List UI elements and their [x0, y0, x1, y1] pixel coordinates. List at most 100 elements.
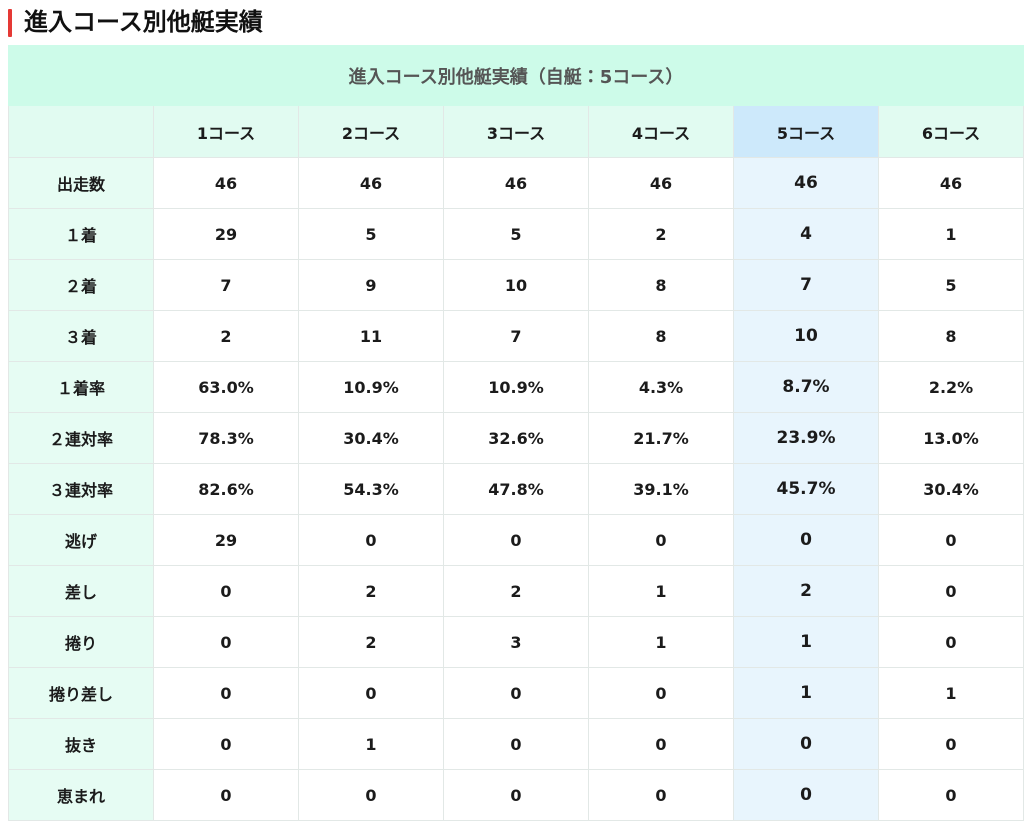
- cell-value: 0: [878, 769, 1024, 821]
- cell-value: 13.0%: [878, 412, 1024, 464]
- row-label: 抜き: [8, 718, 154, 770]
- cell-value: 8.7%: [733, 361, 879, 413]
- data-row: ２連対率 78.3% 30.4% 32.6% 21.7% 23.9% 13.0%: [8, 412, 1024, 464]
- cell-value: 7: [153, 259, 299, 311]
- column-header: 3コース: [443, 105, 589, 158]
- cell-value: 10.9%: [443, 361, 589, 413]
- row-label: ２着: [8, 259, 154, 311]
- cell-value: 0: [878, 718, 1024, 770]
- cell-value: 0: [588, 667, 734, 719]
- cell-value: 0: [298, 769, 444, 821]
- cell-value: 1: [298, 718, 444, 770]
- cell-value: 0: [588, 514, 734, 566]
- cell-value: 0: [443, 514, 589, 566]
- row-label: 捲り差し: [8, 667, 154, 719]
- column-header: 2コース: [298, 105, 444, 158]
- stats-table: 進入コース別他艇実績（自艇：5コース） 1コース 2コース 3コース 4コース 5コース 6…: [8, 45, 1024, 821]
- cell-value: 0: [153, 616, 299, 668]
- cell-value: 2: [443, 565, 589, 617]
- cell-value: 1: [588, 616, 734, 668]
- cell-value: 0: [443, 718, 589, 770]
- cell-value: 1: [878, 208, 1024, 260]
- cell-value: 29: [153, 208, 299, 260]
- cell-value: 46: [153, 157, 299, 209]
- cell-value: 23.9%: [733, 412, 879, 464]
- cell-value: 11: [298, 310, 444, 362]
- cell-value: 2: [298, 565, 444, 617]
- cell-value: 0: [878, 565, 1024, 617]
- cell-value: 1: [588, 565, 734, 617]
- row-label: １着率: [8, 361, 154, 413]
- cell-value: 10: [733, 310, 879, 362]
- cell-value: 1: [733, 667, 879, 719]
- cell-value: 7: [443, 310, 589, 362]
- cell-value: 0: [733, 718, 879, 770]
- cell-value: 7: [733, 259, 879, 311]
- cell-value: 1: [878, 667, 1024, 719]
- cell-value: 2: [733, 565, 879, 617]
- cell-value: 4.3%: [588, 361, 734, 413]
- cell-value: 8: [588, 310, 734, 362]
- column-header: 1コース: [153, 105, 299, 158]
- heading-title: 進入コース別他艇実績: [24, 8, 263, 36]
- row-label: ３連対率: [8, 463, 154, 515]
- accent-bar: [8, 9, 12, 37]
- row-label: 逃げ: [8, 514, 154, 566]
- data-row: 出走数 46 46 46 46 46 46: [8, 157, 1024, 209]
- cell-value: 2: [588, 208, 734, 260]
- cell-value: 9: [298, 259, 444, 311]
- cell-value: 21.7%: [588, 412, 734, 464]
- row-label: ３着: [8, 310, 154, 362]
- cell-value: 82.6%: [153, 463, 299, 515]
- cell-value: 0: [878, 616, 1024, 668]
- data-row: ２着 7 9 10 8 7 5: [8, 259, 1024, 311]
- cell-value: 0: [588, 718, 734, 770]
- cell-value: 0: [443, 667, 589, 719]
- cell-value: 46: [588, 157, 734, 209]
- cell-value: 5: [443, 208, 589, 260]
- data-row: 差し 0 2 2 1 2 0: [8, 565, 1024, 617]
- cell-value: 3: [443, 616, 589, 668]
- row-label: ２連対率: [8, 412, 154, 464]
- cell-value: 5: [298, 208, 444, 260]
- cell-value: 78.3%: [153, 412, 299, 464]
- cell-value: 1: [733, 616, 879, 668]
- data-row: １着 29 5 5 2 4 1: [8, 208, 1024, 260]
- section-heading: 進入コース別他艇実績: [0, 0, 1024, 44]
- cell-value: 32.6%: [443, 412, 589, 464]
- cell-value: 46: [878, 157, 1024, 209]
- data-row: 捲り差し 0 0 0 0 1 1: [8, 667, 1024, 719]
- cell-value: 0: [298, 667, 444, 719]
- cell-value: 10: [443, 259, 589, 311]
- column-header: 5コース: [733, 105, 879, 158]
- row-label: 出走数: [8, 157, 154, 209]
- cell-value: 45.7%: [733, 463, 879, 515]
- data-row: 恵まれ 0 0 0 0 0 0: [8, 769, 1024, 821]
- cell-value: 2: [153, 310, 299, 362]
- cell-value: 30.4%: [298, 412, 444, 464]
- data-row: １着率 63.0% 10.9% 10.9% 4.3% 8.7% 2.2%: [8, 361, 1024, 413]
- cell-value: 8: [588, 259, 734, 311]
- cell-value: 0: [153, 718, 299, 770]
- cell-value: 47.8%: [443, 463, 589, 515]
- row-label: 恵まれ: [8, 769, 154, 821]
- cell-value: 4: [733, 208, 879, 260]
- cell-value: 0: [153, 565, 299, 617]
- corner-cell: [8, 105, 154, 158]
- cell-value: 0: [443, 769, 589, 821]
- cell-value: 0: [153, 667, 299, 719]
- row-label: １着: [8, 208, 154, 260]
- cell-value: 2.2%: [878, 361, 1024, 413]
- cell-value: 29: [153, 514, 299, 566]
- cell-value: 10.9%: [298, 361, 444, 413]
- table-caption: 進入コース別他艇実績（自艇：5コース）: [8, 45, 1024, 106]
- column-header: 4コース: [588, 105, 734, 158]
- cell-value: 39.1%: [588, 463, 734, 515]
- cell-value: 0: [588, 769, 734, 821]
- cell-value: 2: [298, 616, 444, 668]
- cell-value: 30.4%: [878, 463, 1024, 515]
- data-row: 捲り 0 2 3 1 1 0: [8, 616, 1024, 668]
- data-row: ３連対率 82.6% 54.3% 47.8% 39.1% 45.7% 30.4%: [8, 463, 1024, 515]
